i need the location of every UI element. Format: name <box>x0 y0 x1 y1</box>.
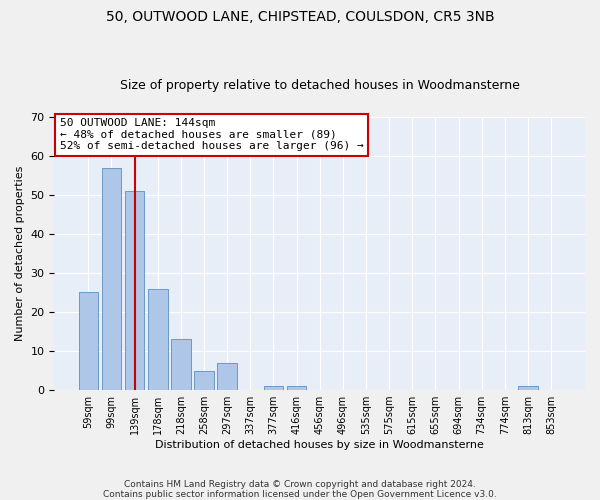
X-axis label: Distribution of detached houses by size in Woodmansterne: Distribution of detached houses by size … <box>155 440 484 450</box>
Bar <box>217 363 237 390</box>
Bar <box>287 386 307 390</box>
Text: 50, OUTWOOD LANE, CHIPSTEAD, COULSDON, CR5 3NB: 50, OUTWOOD LANE, CHIPSTEAD, COULSDON, C… <box>106 10 494 24</box>
Bar <box>171 340 191 390</box>
Text: Contains HM Land Registry data © Crown copyright and database right 2024.
Contai: Contains HM Land Registry data © Crown c… <box>103 480 497 499</box>
Bar <box>148 288 167 390</box>
Bar <box>518 386 538 390</box>
Bar <box>101 168 121 390</box>
Bar <box>263 386 283 390</box>
Title: Size of property relative to detached houses in Woodmansterne: Size of property relative to detached ho… <box>120 79 520 92</box>
Bar <box>125 191 145 390</box>
Bar <box>194 370 214 390</box>
Bar <box>79 292 98 390</box>
Text: 50 OUTWOOD LANE: 144sqm
← 48% of detached houses are smaller (89)
52% of semi-de: 50 OUTWOOD LANE: 144sqm ← 48% of detache… <box>60 118 364 152</box>
Y-axis label: Number of detached properties: Number of detached properties <box>15 166 25 341</box>
